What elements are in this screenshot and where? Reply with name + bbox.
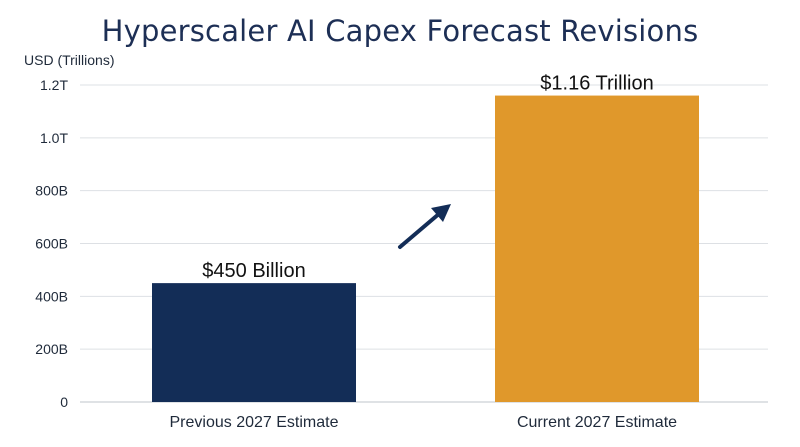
y-axis-label: USD (Trillions): [24, 52, 115, 68]
chart-title: Hyperscaler AI Capex Forecast Revisions: [101, 14, 699, 48]
x-tick-label: Previous 2027 Estimate: [170, 414, 339, 431]
y-tick-label: 400B: [35, 288, 68, 304]
y-tick-label: 800B: [35, 183, 68, 199]
y-tick-label: 200B: [35, 341, 68, 357]
x-tick-label: Current 2027 Estimate: [517, 414, 677, 431]
data-label: $1.16 Trillion: [540, 73, 653, 95]
y-tick-label: 1.0T: [40, 130, 68, 146]
bar: [495, 95, 699, 403]
data-label: $450 Billion: [202, 260, 305, 282]
y-tick-label: 1.2T: [40, 77, 68, 93]
bar: [152, 283, 356, 402]
y-tick-label: 0: [60, 394, 68, 410]
arrow-up-right-icon: [398, 204, 451, 249]
y-tick-label: 600B: [35, 236, 68, 252]
